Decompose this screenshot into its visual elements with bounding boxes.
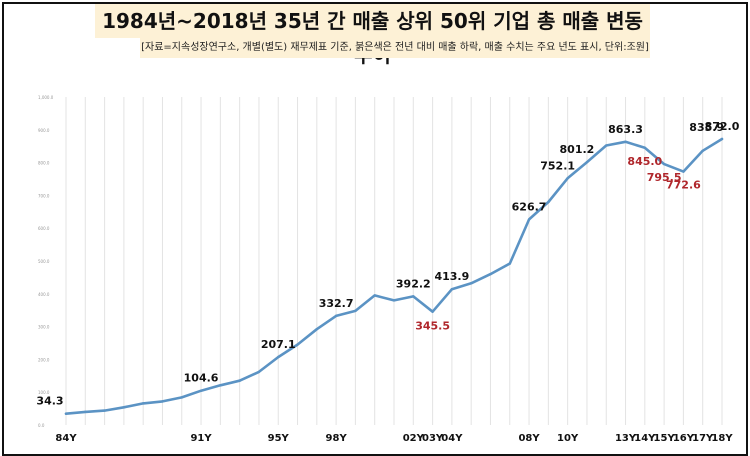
data-label: 413.9 [434, 270, 469, 283]
data-point [238, 379, 241, 382]
x-tick-label: 10Y [557, 433, 579, 444]
y-tick-label: 400.0 [38, 292, 50, 297]
y-tick-label: 900.0 [38, 128, 50, 133]
x-tick-label: 02Y [403, 433, 425, 444]
data-point [122, 406, 126, 409]
data-point [199, 389, 203, 392]
data-point [334, 314, 338, 318]
data-point [354, 309, 357, 313]
x-tick-label: 16Y [673, 433, 695, 444]
data-point [585, 161, 589, 164]
data-label: 863.3 [608, 123, 643, 136]
x-tick-label: 14Y [634, 433, 656, 444]
data-point [315, 328, 319, 331]
data-point [161, 400, 164, 403]
data-label: 795.5 [647, 171, 682, 184]
title-background [95, 4, 650, 38]
data-point [489, 272, 492, 276]
data-label: 801.2 [560, 143, 595, 156]
data-label: 752.1 [540, 159, 575, 172]
data-point [257, 370, 261, 374]
data-point [566, 177, 569, 180]
x-tick-label: 17Y [692, 433, 714, 444]
data-point [547, 200, 550, 204]
data-label: 835.9 [689, 121, 724, 134]
y-tick-label: 700.0 [38, 193, 50, 198]
x-tick-label: 84Y [55, 433, 77, 444]
y-tick-label: 800.0 [38, 161, 50, 166]
data-point [643, 146, 647, 150]
data-point [277, 355, 280, 359]
data-label: 332.7 [319, 297, 354, 310]
x-tick-label: 15Y [654, 433, 676, 444]
x-tick-label: 03Y [422, 433, 444, 444]
data-point [662, 162, 666, 166]
data-label: 345.5 [415, 320, 450, 333]
data-point [412, 295, 415, 298]
y-tick-label: 1,000.0 [38, 95, 54, 100]
data-point [84, 410, 87, 414]
y-tick-label: 500.0 [38, 259, 50, 264]
y-tick-label: 0.0 [38, 423, 45, 428]
data-point [141, 402, 145, 405]
data-point [701, 149, 704, 153]
data-point [373, 294, 376, 297]
data-label: 845.0 [627, 155, 662, 168]
data-label: 34.3 [36, 395, 63, 408]
data-point [431, 310, 434, 313]
y-tick-label: 600.0 [38, 226, 50, 231]
data-point [296, 343, 299, 346]
data-point [219, 384, 222, 387]
chart-subtitle: [자료=지속성장연구소, 개별(별도) 재무제표 기준, 붉은색은 전년 대비 … [141, 42, 649, 53]
data-point [64, 412, 68, 415]
data-point [508, 262, 511, 265]
x-tick-label: 13Y [615, 433, 637, 444]
x-tick-label: 08Y [518, 433, 540, 444]
y-tick-label: 200.0 [38, 357, 50, 362]
data-point [527, 218, 531, 221]
data-point [180, 396, 183, 399]
data-label: 392.2 [396, 277, 431, 290]
data-label: 207.1 [261, 338, 296, 351]
x-tick-label: 95Y [268, 433, 290, 444]
data-point [469, 282, 473, 285]
data-point [450, 288, 454, 291]
x-tick-label: 91Y [190, 433, 212, 444]
y-tick-label: 300.0 [38, 325, 50, 330]
x-tick-label: 04Y [441, 433, 463, 444]
x-tick-label: 98Y [326, 433, 348, 444]
data-point [605, 144, 608, 147]
x-tick-label: 18Y [711, 433, 733, 444]
data-point [624, 140, 627, 144]
subtitle-background [140, 38, 650, 58]
data-point [392, 299, 396, 302]
data-label: 626.7 [512, 200, 547, 213]
data-point [682, 170, 685, 173]
data-label: 872.0 [705, 120, 740, 133]
data-point [103, 409, 106, 412]
y-tick-label: 100.0 [38, 390, 50, 395]
data-point [720, 137, 724, 141]
data-label: 772.6 [666, 179, 701, 192]
data-label: 104.6 [184, 372, 219, 385]
